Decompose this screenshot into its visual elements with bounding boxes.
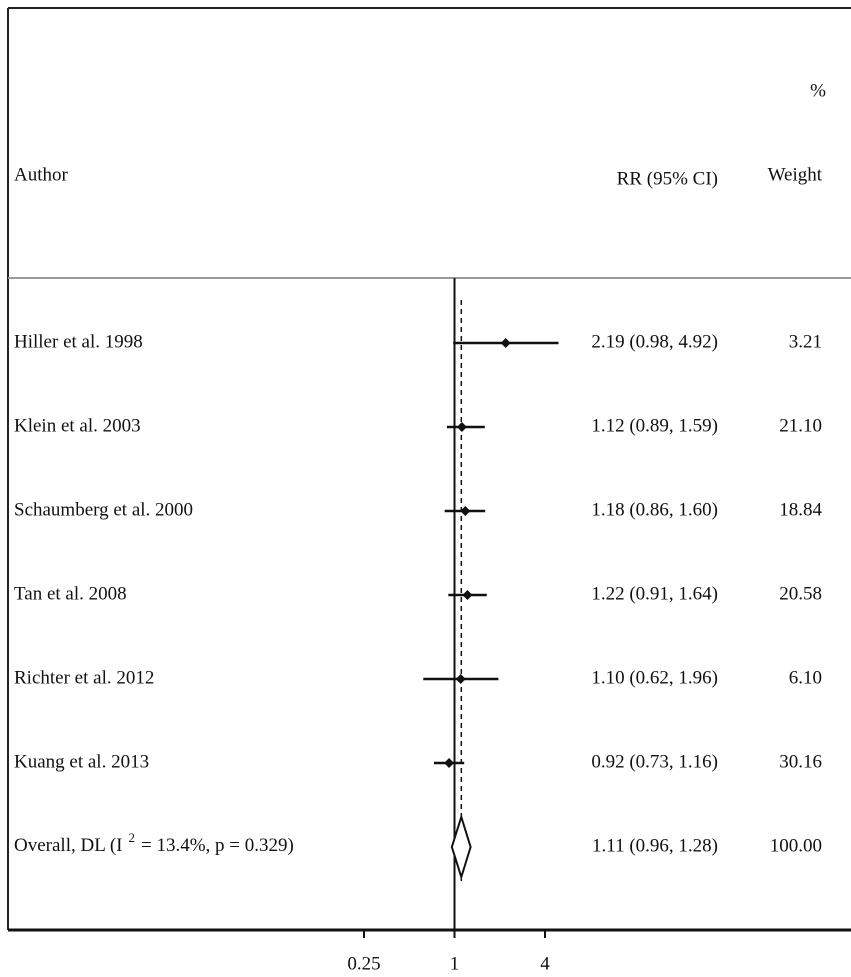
study-name: Hiller et al. 1998	[14, 331, 143, 352]
study-name: Tan et al. 2008	[14, 583, 127, 604]
effect-label: 1.11 (0.96, 1.28)	[592, 835, 718, 856]
weight-label: 18.84	[779, 499, 822, 520]
study-name: Kuang et al. 2013	[14, 751, 149, 772]
weight-label: 30.16	[779, 751, 822, 772]
point-estimate	[455, 674, 466, 684]
overall-name-part: Overall, DL (I	[14, 835, 123, 856]
x-tick-label: 0.25	[347, 953, 380, 974]
weight-label: 20.58	[779, 583, 822, 604]
point-estimate	[444, 758, 455, 768]
weight-header-top: %	[810, 80, 826, 101]
point-estimate	[460, 506, 471, 516]
effect-label: 1.10 (0.62, 1.96)	[591, 667, 718, 688]
point-estimate	[462, 590, 473, 600]
overall-name-part: 2	[129, 830, 136, 845]
weight-label: 6.10	[789, 667, 822, 688]
x-tick-label: 1	[450, 953, 460, 974]
effect-label: 2.19 (0.98, 4.92)	[591, 331, 718, 352]
weight-header: Weight	[768, 164, 823, 185]
effect-label: 0.92 (0.73, 1.16)	[591, 751, 718, 772]
study-name: Klein et al. 2003	[14, 415, 141, 436]
effect-label: 1.18 (0.86, 1.60)	[591, 499, 718, 520]
overall-name: Overall, DL (I 2 = 13.4%, p = 0.329)	[14, 830, 294, 856]
overall-name-part: = 13.4%, p = 0.329)	[141, 835, 294, 856]
effect-header: RR (95% CI)	[617, 168, 718, 189]
point-estimate	[456, 422, 467, 432]
point-estimate	[500, 338, 511, 348]
author-header: Author	[14, 164, 69, 185]
effect-label: 1.22 (0.91, 1.64)	[591, 583, 718, 604]
x-tick-label: 4	[540, 953, 550, 974]
effect-label: 1.12 (0.89, 1.59)	[591, 415, 718, 436]
study-name: Richter et al. 2012	[14, 667, 154, 688]
study-name: Schaumberg et al. 2000	[14, 499, 193, 520]
weight-label: 3.21	[789, 331, 822, 352]
weight-label: 21.10	[779, 415, 822, 436]
weight-label: 100.00	[770, 835, 822, 856]
overall-diamond	[450, 813, 472, 881]
